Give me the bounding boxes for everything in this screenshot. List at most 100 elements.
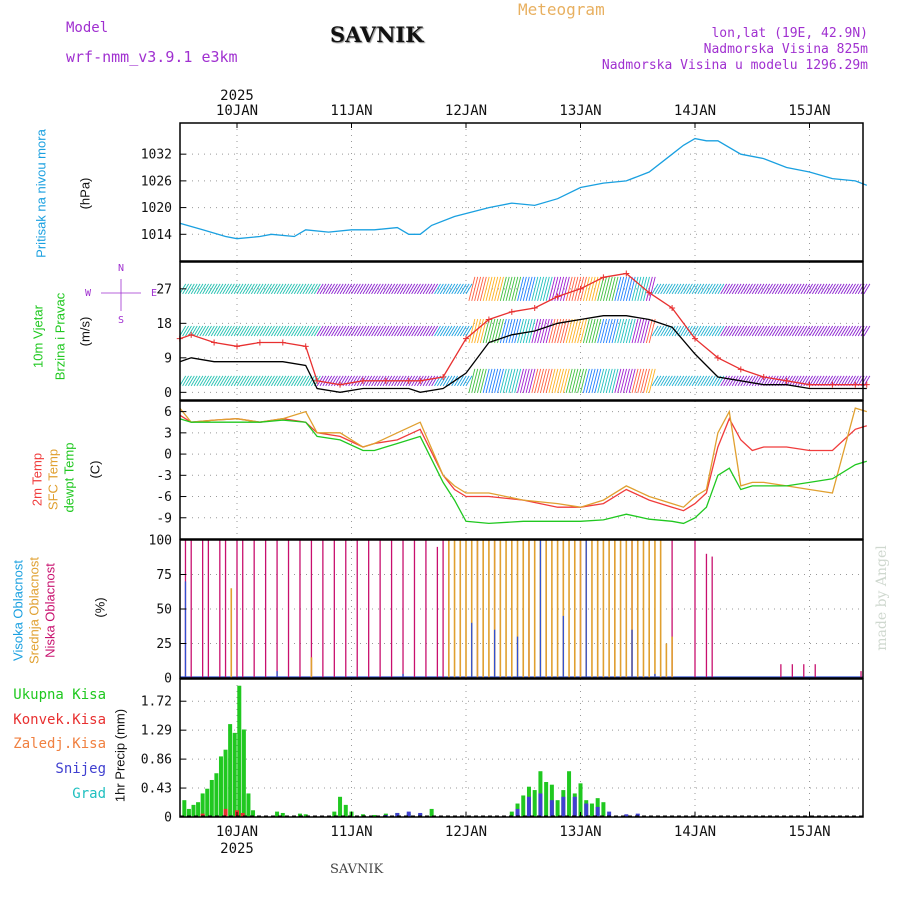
wind-barb [210, 283, 218, 295]
wind-barb [551, 318, 559, 344]
wind-barb [202, 375, 210, 387]
wind-barb [614, 368, 622, 393]
wind-barb [574, 368, 582, 393]
precip-total-bar [332, 811, 337, 817]
precip-total-bar [275, 811, 280, 817]
wind-barb [265, 325, 273, 337]
wind-gust-marker [714, 354, 721, 361]
wind-barb [611, 276, 619, 301]
wind-barb [248, 375, 255, 387]
wind-barb [207, 325, 215, 337]
wind-barb [720, 283, 728, 295]
wind-barb [534, 318, 542, 344]
wind-gust-marker [302, 343, 309, 350]
wind-barb [276, 325, 284, 337]
legend-conv: Konvek.Kisa [13, 712, 106, 728]
wind-barb [213, 325, 221, 337]
wind-barb [849, 283, 856, 295]
wind-barb [439, 325, 447, 337]
wind-barb [522, 368, 530, 393]
precip-total-bar [218, 756, 223, 817]
wind-barb [680, 325, 688, 337]
wind-barb [514, 276, 522, 301]
wind-barb [720, 325, 728, 337]
compass-n: N [118, 263, 124, 274]
wind-barb [436, 283, 444, 295]
wind-barb [585, 318, 593, 344]
day-label-bottom: 13JAN [559, 824, 601, 840]
wind-barb [425, 283, 433, 295]
wind-barb [723, 375, 731, 387]
wind-barb [482, 318, 490, 344]
wind-barb [542, 318, 550, 344]
wind-barb [591, 368, 599, 393]
wind-barb [273, 283, 281, 295]
wind-barb [645, 368, 653, 393]
wind-barb [199, 375, 207, 387]
wind-barb [588, 318, 596, 344]
wind-barb [791, 283, 799, 295]
wind-barb [230, 325, 238, 337]
wind-barb [239, 283, 247, 295]
precip-total-bar [555, 800, 560, 817]
wind-barb [250, 375, 258, 387]
wind-barb [279, 325, 287, 337]
wind-barb [691, 375, 699, 387]
compass-cross [101, 279, 141, 311]
wind-barb [482, 276, 490, 301]
wind-barb [723, 325, 731, 337]
wind-barb [832, 325, 839, 337]
wind-barb [651, 325, 659, 337]
wind-barb [634, 276, 642, 301]
panel-frame [179, 122, 864, 262]
wind-barb [571, 318, 579, 344]
wind-gust-marker [405, 377, 412, 384]
precip-total-bar [241, 729, 246, 817]
wind-barb [190, 283, 198, 295]
wind-barb [313, 283, 321, 295]
wind-gust-marker [737, 366, 744, 373]
wind-barb [348, 325, 356, 337]
wind-barb [239, 375, 247, 387]
wind-barb [749, 375, 756, 387]
wind-barb [700, 325, 708, 337]
wind-barb [331, 325, 338, 337]
wind-barb [560, 368, 567, 393]
wind-barb [462, 283, 470, 295]
wind-barb [462, 325, 470, 337]
wind-barb [854, 283, 862, 295]
y-tick-label: 1.29 [141, 724, 172, 739]
wind-barb [202, 325, 210, 337]
wind-barb [740, 325, 748, 337]
y-tick-label: -3 [156, 469, 172, 484]
wind-barb [465, 325, 473, 337]
wind-barb [499, 368, 507, 393]
wind-barb [222, 325, 230, 337]
wind-barb [582, 318, 590, 344]
wind-barb [325, 283, 333, 295]
wind-barb [837, 325, 845, 337]
precip-total-bar [196, 802, 201, 817]
wind-barb [325, 375, 333, 387]
wind-barb [477, 276, 484, 301]
day-label-bottom: 12JAN [445, 824, 487, 840]
wind-barb [697, 283, 705, 295]
wind-barb [751, 375, 759, 387]
precip-total-bar [343, 804, 348, 817]
wind-barb [311, 283, 318, 295]
wind-barb [442, 375, 450, 387]
wind-barb [291, 325, 298, 337]
wind-barb [305, 375, 313, 387]
panel-frame [179, 539, 864, 679]
wind-barb [302, 283, 310, 295]
wind-barb [826, 283, 834, 295]
wind-barb [814, 283, 822, 295]
day-label-top: 13JAN [559, 103, 601, 119]
wind-barb [645, 318, 653, 344]
wind-barb [422, 375, 430, 387]
wind-barb [299, 375, 307, 387]
wind-barb [539, 368, 547, 393]
wind-barb [402, 283, 410, 295]
wind-speed-line [179, 315, 867, 393]
wind-barb [391, 283, 398, 295]
